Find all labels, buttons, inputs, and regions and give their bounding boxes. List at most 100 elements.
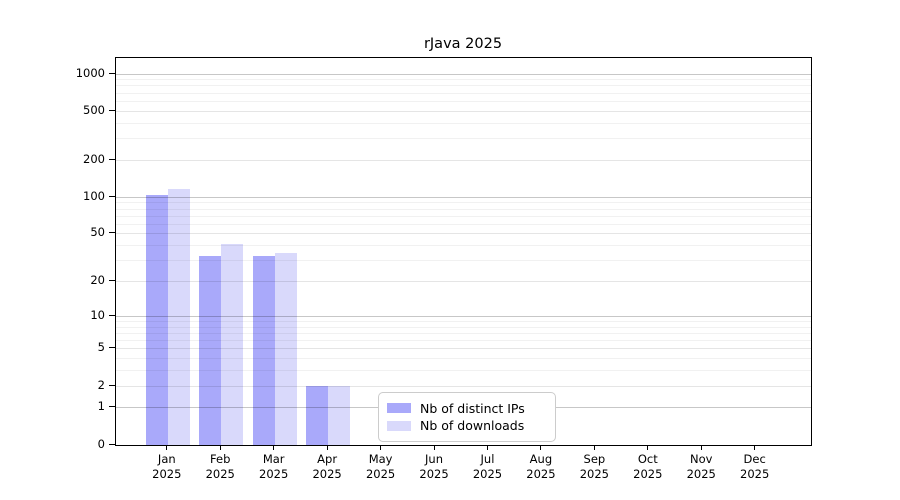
xtick-mark-sep [593,445,595,450]
gridline-10 [116,315,811,317]
minor-gridline-60 [116,223,811,225]
chart-title: rJava 2025 [423,36,503,52]
xtick-line: Dec [743,452,766,466]
xtick-line: 2025 [312,466,342,481]
xtick-mark-apr [326,445,328,450]
ytick-label-200: 200 [83,151,105,166]
xtick-label-may: May 2025 [351,452,411,481]
bar-downloads-mar [274,252,297,445]
bar-downloads-jan [167,189,190,445]
xtick-line: 2025 [579,466,609,481]
minor-gridline-90 [116,202,811,204]
xtick-mark-aug [540,445,542,450]
minor-gridline-40 [116,245,811,247]
xtick-line: Jun [425,452,443,466]
minor-gridline-9 [116,320,811,322]
ytick-mark-100 [109,195,115,197]
minor-gridline-4 [116,358,811,360]
legend-swatch-downloads [387,420,411,431]
legend-label-downloads: Nb of downloads [420,418,525,434]
xtick-line: 2025 [419,466,449,481]
xtick-line: Nov [690,452,713,466]
bar-ips-feb [199,255,222,445]
ytick-mark-5 [109,347,115,349]
minor-gridline-6 [116,340,811,341]
minor-gridline-30 [116,260,811,262]
xtick-line: Apr [317,452,338,466]
xtick-line: 2025 [633,466,663,481]
xtick-mark-dec [754,445,756,450]
gridline-50 [116,233,811,235]
bar-downloads-feb [221,244,244,445]
xtick-mark-mar [273,445,275,450]
xtick-line: 2025 [686,466,716,481]
minor-gridline-900 [116,79,811,81]
ytick-label-10: 10 [90,307,105,322]
minor-gridline-3 [116,370,811,372]
ytick-label-50: 50 [90,225,105,240]
xtick-line: 2025 [365,466,396,481]
xtick-label-dec: Dec 2025 [725,452,785,481]
xtick-line: May [368,452,393,466]
xtick-line: Jul [480,452,495,466]
ytick-mark-1 [109,406,115,408]
legend-item-distinct-ips: Nb of distinct IPs [387,401,547,416]
minor-gridline-800 [116,85,811,87]
xtick-label-feb: Feb 2025 [190,452,250,481]
legend-swatch-distinct-ips [387,403,411,414]
bar-ips-mar [252,255,275,445]
xtick-mark-nov [700,445,702,450]
legend: Nb of distinct IPs Nb of downloads [378,392,556,442]
xtick-line: 2025 [472,466,503,481]
minor-gridline-300 [116,138,811,140]
plot-area: Nb of distinct IPs Nb of downloads [115,57,812,446]
xtick-label-jun: Jun 2025 [404,452,464,481]
xtick-line: Sep [583,452,606,466]
xtick-line: 2025 [526,466,556,481]
ytick-mark-2 [109,384,115,386]
xtick-mark-feb [219,445,221,450]
ytick-label-100: 100 [83,188,105,203]
xtick-label-nov: Nov 2025 [671,452,731,481]
minor-gridline-8 [116,326,811,328]
xtick-label-jul: Jul 2025 [457,452,517,481]
xtick-line: Aug [529,452,553,466]
xtick-mark-jun [433,445,435,450]
bar-downloads-apr [328,386,351,445]
xtick-line: 2025 [259,466,289,481]
xtick-mark-oct [647,445,649,450]
gridline-5 [116,348,811,350]
minor-gridline-7 [116,332,811,334]
xtick-label-oct: Oct 2025 [618,452,678,481]
gridline-100 [116,196,811,198]
legend-item-downloads: Nb of downloads [387,418,547,433]
bar-ips-jan [145,194,168,445]
gridline-200 [116,159,811,161]
ytick-mark-1000 [109,72,115,74]
ytick-mark-10 [109,314,115,316]
ytick-label-0: 0 [97,436,105,451]
xtick-line: Mar [262,452,285,466]
xtick-label-mar: Mar 2025 [244,452,304,481]
xtick-label-sep: Sep 2025 [564,452,624,481]
xtick-mark-jan [166,445,168,450]
minor-gridline-70 [116,215,811,217]
ytick-mark-50 [109,232,115,234]
xtick-label-aug: Aug 2025 [511,452,571,481]
gridline-500 [116,110,811,112]
ytick-mark-0 [109,443,115,445]
xtick-line: Oct [637,452,658,466]
bar-ips-apr [306,386,329,445]
xtick-line: 2025 [152,466,182,481]
gridline-2 [116,385,811,387]
ytick-mark-500 [109,109,115,111]
xtick-label-apr: Apr 2025 [297,452,357,481]
ytick-label-1: 1 [97,399,105,414]
ytick-label-500: 500 [83,102,105,117]
gridline-1000 [116,73,811,75]
legend-label-distinct-ips: Nb of distinct IPs [420,400,525,416]
xtick-line: Feb [210,452,231,466]
ytick-label-1000: 1000 [75,65,105,80]
ytick-label-20: 20 [90,273,105,287]
